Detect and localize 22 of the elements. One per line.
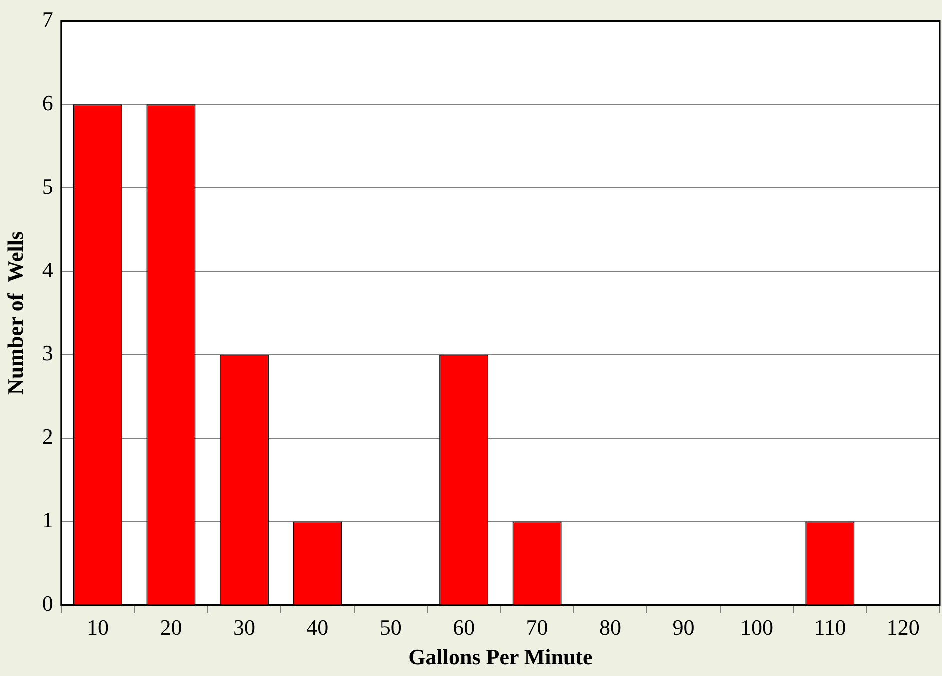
y-tick-label: 0 [42, 590, 54, 616]
x-tick-label: 50 [380, 615, 402, 640]
x-axis-title: Gallons Per Minute [408, 644, 593, 670]
y-axis-title: Number of Wells [2, 230, 28, 395]
y-tick-label: 6 [42, 90, 54, 116]
x-tick-label: 100 [740, 615, 774, 640]
x-tick-label: 40 [306, 615, 329, 640]
y-tick-label: 1 [42, 508, 54, 533]
y-tick-label: 3 [42, 340, 54, 366]
x-tick-label: 60 [453, 615, 476, 640]
y-tick-label: 5 [42, 174, 54, 199]
x-tick-label: 20 [160, 615, 182, 640]
x-tick-label: 90 [672, 615, 695, 640]
x-tick-label: 70 [526, 615, 548, 640]
x-tick-label: 120 [886, 615, 920, 640]
x-tick-label: 30 [233, 615, 256, 640]
x-tick-label: 10 [87, 615, 110, 640]
x-tick-label: 110 [814, 615, 846, 640]
y-tick-label: 4 [42, 257, 54, 282]
y-tick-label: 2 [42, 424, 54, 450]
x-tick-label: 80 [600, 615, 622, 640]
y-tick-label: 7 [42, 6, 54, 32]
